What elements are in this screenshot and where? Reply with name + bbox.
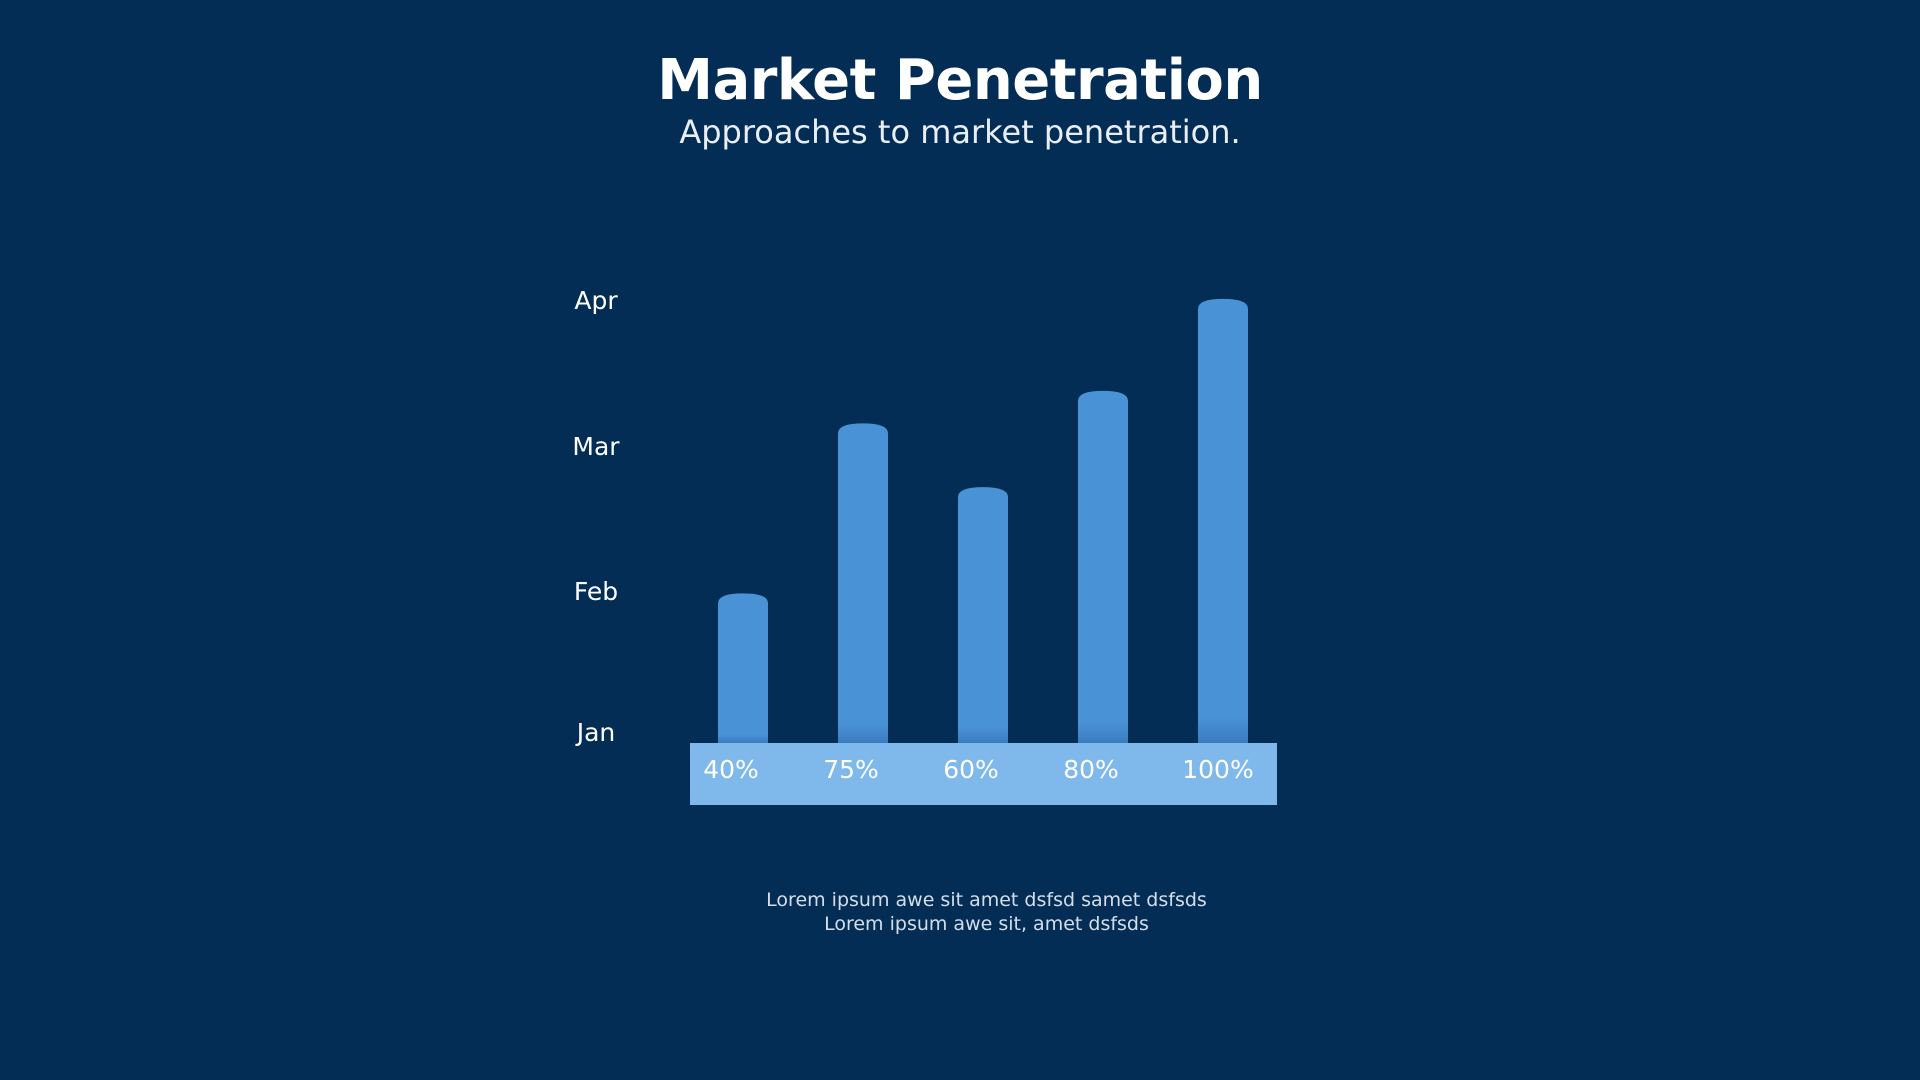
bar-1 (718, 593, 768, 743)
bar-3 (958, 487, 1008, 743)
bar-4 (1078, 390, 1128, 743)
y-tick-label: Apr (574, 286, 618, 315)
y-tick-label: Jan (575, 718, 616, 747)
x-axis-labels: 40% 75% 60% 80% 100% (703, 755, 1254, 784)
category-strip (690, 743, 1277, 805)
y-axis-labels: Jan Feb Mar Apr (572, 286, 620, 747)
bars-group (718, 298, 1248, 743)
y-tick-label: Feb (574, 577, 618, 606)
chart-subtitle: Approaches to market penetration. (679, 113, 1241, 151)
chart-title: Market Penetration (657, 48, 1263, 113)
bar-2 (838, 423, 888, 743)
bar-5 (1198, 298, 1248, 743)
x-tick-label: 80% (1063, 755, 1119, 784)
x-tick-label: 100% (1182, 755, 1253, 784)
x-tick-label: 75% (823, 755, 879, 784)
x-tick-label: 40% (703, 755, 759, 784)
footnote-line-2: Lorem ipsum awe sit, amet dsfsds (824, 913, 1149, 935)
y-tick-label: Mar (572, 432, 620, 461)
x-tick-label: 60% (943, 755, 999, 784)
footnote-line-1: Lorem ipsum awe sit amet dsfsd samet dsf… (766, 889, 1207, 911)
